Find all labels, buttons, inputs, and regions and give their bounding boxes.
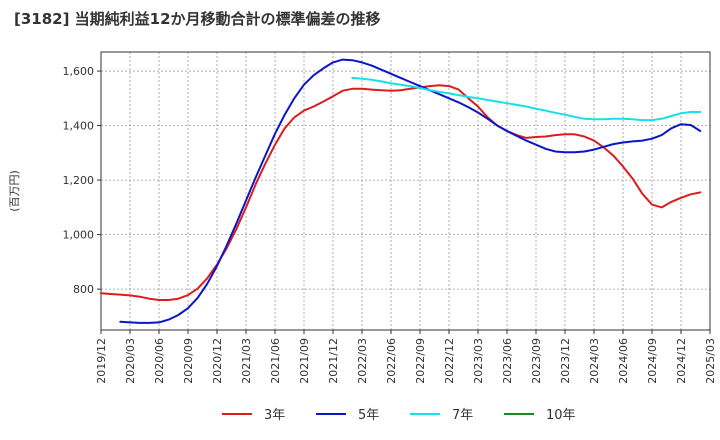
x-tick-label: 2024/03	[588, 338, 601, 384]
x-tick-label: 2022/06	[385, 338, 398, 384]
legend-label: 3年	[264, 408, 285, 423]
x-tick-label: 2023/06	[501, 338, 514, 384]
series-line-3年	[100, 84, 702, 301]
legend-label: 5年	[358, 408, 379, 423]
x-tick-label: 2020/09	[182, 338, 195, 384]
x-tick-label: 2020/06	[153, 338, 166, 384]
plot-area	[100, 51, 711, 331]
x-tick-label: 2024/12	[675, 338, 688, 384]
legend: 3年 5年 7年 10年	[222, 408, 576, 423]
x-tick-label: 2019/12	[95, 338, 108, 384]
x-tick-label: 2020/03	[124, 338, 137, 384]
x-tick-label: 2022/12	[443, 338, 456, 384]
y-axis-label: (百万円)	[8, 170, 21, 212]
grid	[100, 52, 711, 330]
x-tick-label: 2023/03	[472, 338, 485, 384]
x-tick-label: 2024/06	[617, 338, 630, 384]
chart-title: [3182] 当期純利益12か月移動合計の標準偏差の推移	[14, 10, 381, 28]
y-tick-label: 1,000	[63, 229, 95, 242]
series-line-5年	[119, 58, 702, 324]
x-tick-label: 2021/06	[269, 338, 282, 384]
y-tick-label: 1,600	[63, 65, 95, 78]
legend-label: 7年	[452, 408, 473, 423]
x-tick-label: 2022/09	[414, 338, 427, 384]
series-line-7年	[351, 76, 702, 122]
x-tick-label: 2021/03	[240, 338, 253, 384]
x-tick-label: 2022/03	[356, 338, 369, 384]
legend-label: 10年	[546, 408, 576, 423]
y-tick-label: 1,200	[63, 174, 95, 187]
x-tick-label: 2021/09	[298, 338, 311, 384]
x-tick-label: 2025/03	[704, 338, 717, 384]
x-tick-label: 2020/12	[211, 338, 224, 384]
series-lines	[100, 58, 702, 324]
x-tick-label: 2023/12	[559, 338, 572, 384]
x-tick-label: 2021/12	[327, 338, 340, 384]
y-tick-label: 800	[73, 283, 94, 296]
x-tick-label: 2023/09	[530, 338, 543, 384]
x-tick-label: 2024/09	[646, 338, 659, 384]
y-tick-label: 1,400	[63, 120, 95, 133]
x-axis-ticks: 2019/12 2020/03 2020/06 2020/09 2020/12 2021/…	[95, 330, 717, 384]
y-axis-ticks: 800 1,000 1,200 1,400 1,600	[63, 65, 101, 296]
